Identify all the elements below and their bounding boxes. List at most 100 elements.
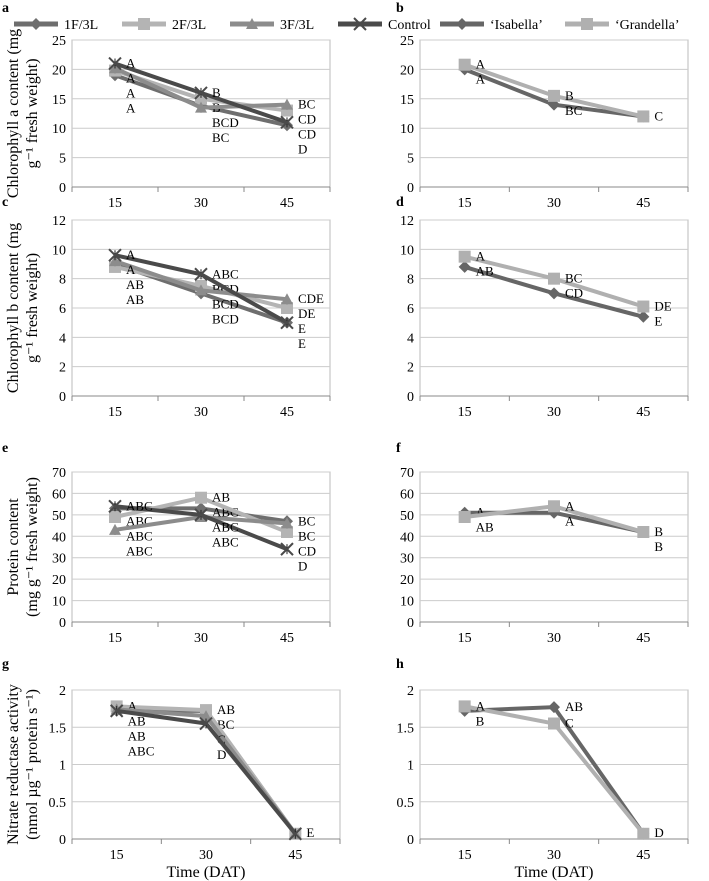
significance-letter: CD	[565, 286, 583, 301]
panel-letter: e	[2, 441, 8, 456]
x-tick-label: 45	[288, 848, 302, 863]
data-point	[281, 526, 293, 538]
data-point	[200, 710, 212, 722]
x-tick-label: 45	[636, 196, 650, 211]
x-tick-label: 15	[458, 631, 472, 646]
legend-label: Control	[388, 18, 431, 33]
x-tick-label: 45	[636, 405, 650, 420]
y-tick-label: 12	[52, 214, 66, 229]
significance-letter: DE	[654, 299, 671, 314]
y-tick-label: 2	[59, 361, 66, 376]
x-tick-label: 30	[547, 848, 561, 863]
data-point	[548, 272, 560, 285]
significance-letter: BC	[212, 130, 229, 145]
significance-letter: A	[476, 505, 486, 520]
significance-letter: C	[565, 716, 574, 731]
data-point	[548, 717, 560, 730]
x-tick-label: 30	[199, 848, 213, 863]
significance-letter: E	[654, 314, 662, 329]
significance-letter: BCD	[212, 296, 239, 311]
x-tick-label: 15	[458, 405, 472, 420]
y-tick-label: 12	[400, 214, 414, 229]
significance-letter: CD	[298, 112, 316, 127]
significance-letter: D	[298, 558, 307, 573]
significance-letter: A	[565, 513, 575, 528]
y-tick-label: 0	[407, 616, 414, 631]
x-tick-label: 15	[108, 631, 122, 646]
panel-a: a 0 5 10 15 20 25 15 30 45 Chlorophyll a content (…	[2, 1, 331, 211]
y-tick-label: 1	[407, 759, 414, 774]
series-Control: A ABC E	[108, 247, 306, 351]
series-Control: A B CD	[108, 56, 316, 142]
y-tick-label: 25	[400, 34, 414, 49]
significance-letter: BC	[565, 103, 582, 118]
significance-letter: A	[128, 698, 138, 713]
y-tick-label: 1	[59, 759, 66, 774]
significance-letter: AB	[565, 699, 583, 714]
y-tick-label: 25	[52, 34, 66, 49]
data-point	[458, 58, 471, 71]
x-tick-label: 45	[280, 196, 294, 211]
y-tick-label: 20	[400, 573, 414, 588]
y-axis-title: Nitrate reductase activity	[5, 684, 22, 845]
y-tick-label: 10	[400, 243, 414, 258]
panel-letter: c	[2, 195, 8, 210]
legend-item: 1F/3L	[14, 18, 98, 33]
significance-letter: AB	[217, 702, 235, 717]
series-Grandella: AB	[458, 57, 650, 123]
data-point	[280, 115, 294, 130]
significance-letter: B	[212, 85, 221, 100]
data-point	[637, 110, 650, 123]
data-point	[280, 315, 294, 330]
significance-letter: CDE	[298, 291, 324, 306]
significance-letter: D	[654, 825, 663, 840]
data-point	[637, 526, 650, 538]
significance-letter: A	[126, 71, 136, 86]
panel-g: g 0 0.5 1 1.5 2 15 30 45 Time (DAT) Nitrate reduct…	[2, 657, 341, 881]
significance-letter: ABC	[212, 520, 239, 535]
x-tick-label: 30	[547, 631, 561, 646]
significance-letter: B	[476, 713, 485, 728]
significance-letter: B	[654, 524, 663, 539]
y-tick-label: 15	[52, 93, 66, 108]
y-tick-label: 0	[59, 616, 66, 631]
y-tick-label: 0	[59, 181, 66, 196]
x-tick-label: 30	[194, 405, 208, 420]
significance-letter: AB	[128, 728, 146, 743]
significance-letter: D	[217, 747, 226, 762]
y-tick-label: 0	[59, 833, 66, 848]
data-point	[109, 511, 121, 523]
y-tick-label: 20	[52, 573, 66, 588]
legend-marker	[353, 17, 367, 31]
significance-letter: ABC	[126, 528, 153, 543]
data-point	[195, 502, 207, 515]
legend-marker	[246, 18, 258, 29]
significance-letter: A	[126, 86, 136, 101]
y-tick-label: 0.5	[397, 796, 415, 811]
data-point	[458, 260, 471, 273]
y-axis-title: g⁻¹ fresh weight)	[24, 58, 41, 168]
data-point	[199, 716, 213, 731]
y-tick-label: 10	[400, 122, 414, 137]
y-tick-label: 10	[400, 595, 414, 610]
significance-letter: A	[476, 57, 486, 72]
data-point	[194, 508, 208, 522]
data-point	[548, 287, 560, 300]
y-tick-label: 4	[407, 331, 414, 346]
x-tick-label: 15	[108, 196, 122, 211]
y-tick-label: 0	[407, 833, 414, 848]
significance-letter: AB	[476, 264, 494, 279]
y-tick-label: 1.5	[49, 721, 67, 736]
data-point	[458, 250, 471, 263]
y-tick-label: 8	[59, 273, 66, 288]
data-point	[108, 499, 122, 513]
y-tick-label: 40	[52, 530, 66, 545]
significance-letter: E	[298, 321, 306, 336]
legend-marker	[456, 18, 468, 30]
data-point	[637, 300, 650, 313]
panel-letter: f	[396, 441, 401, 456]
y-axis-title: Chlorophyll a content (mg	[5, 29, 22, 198]
